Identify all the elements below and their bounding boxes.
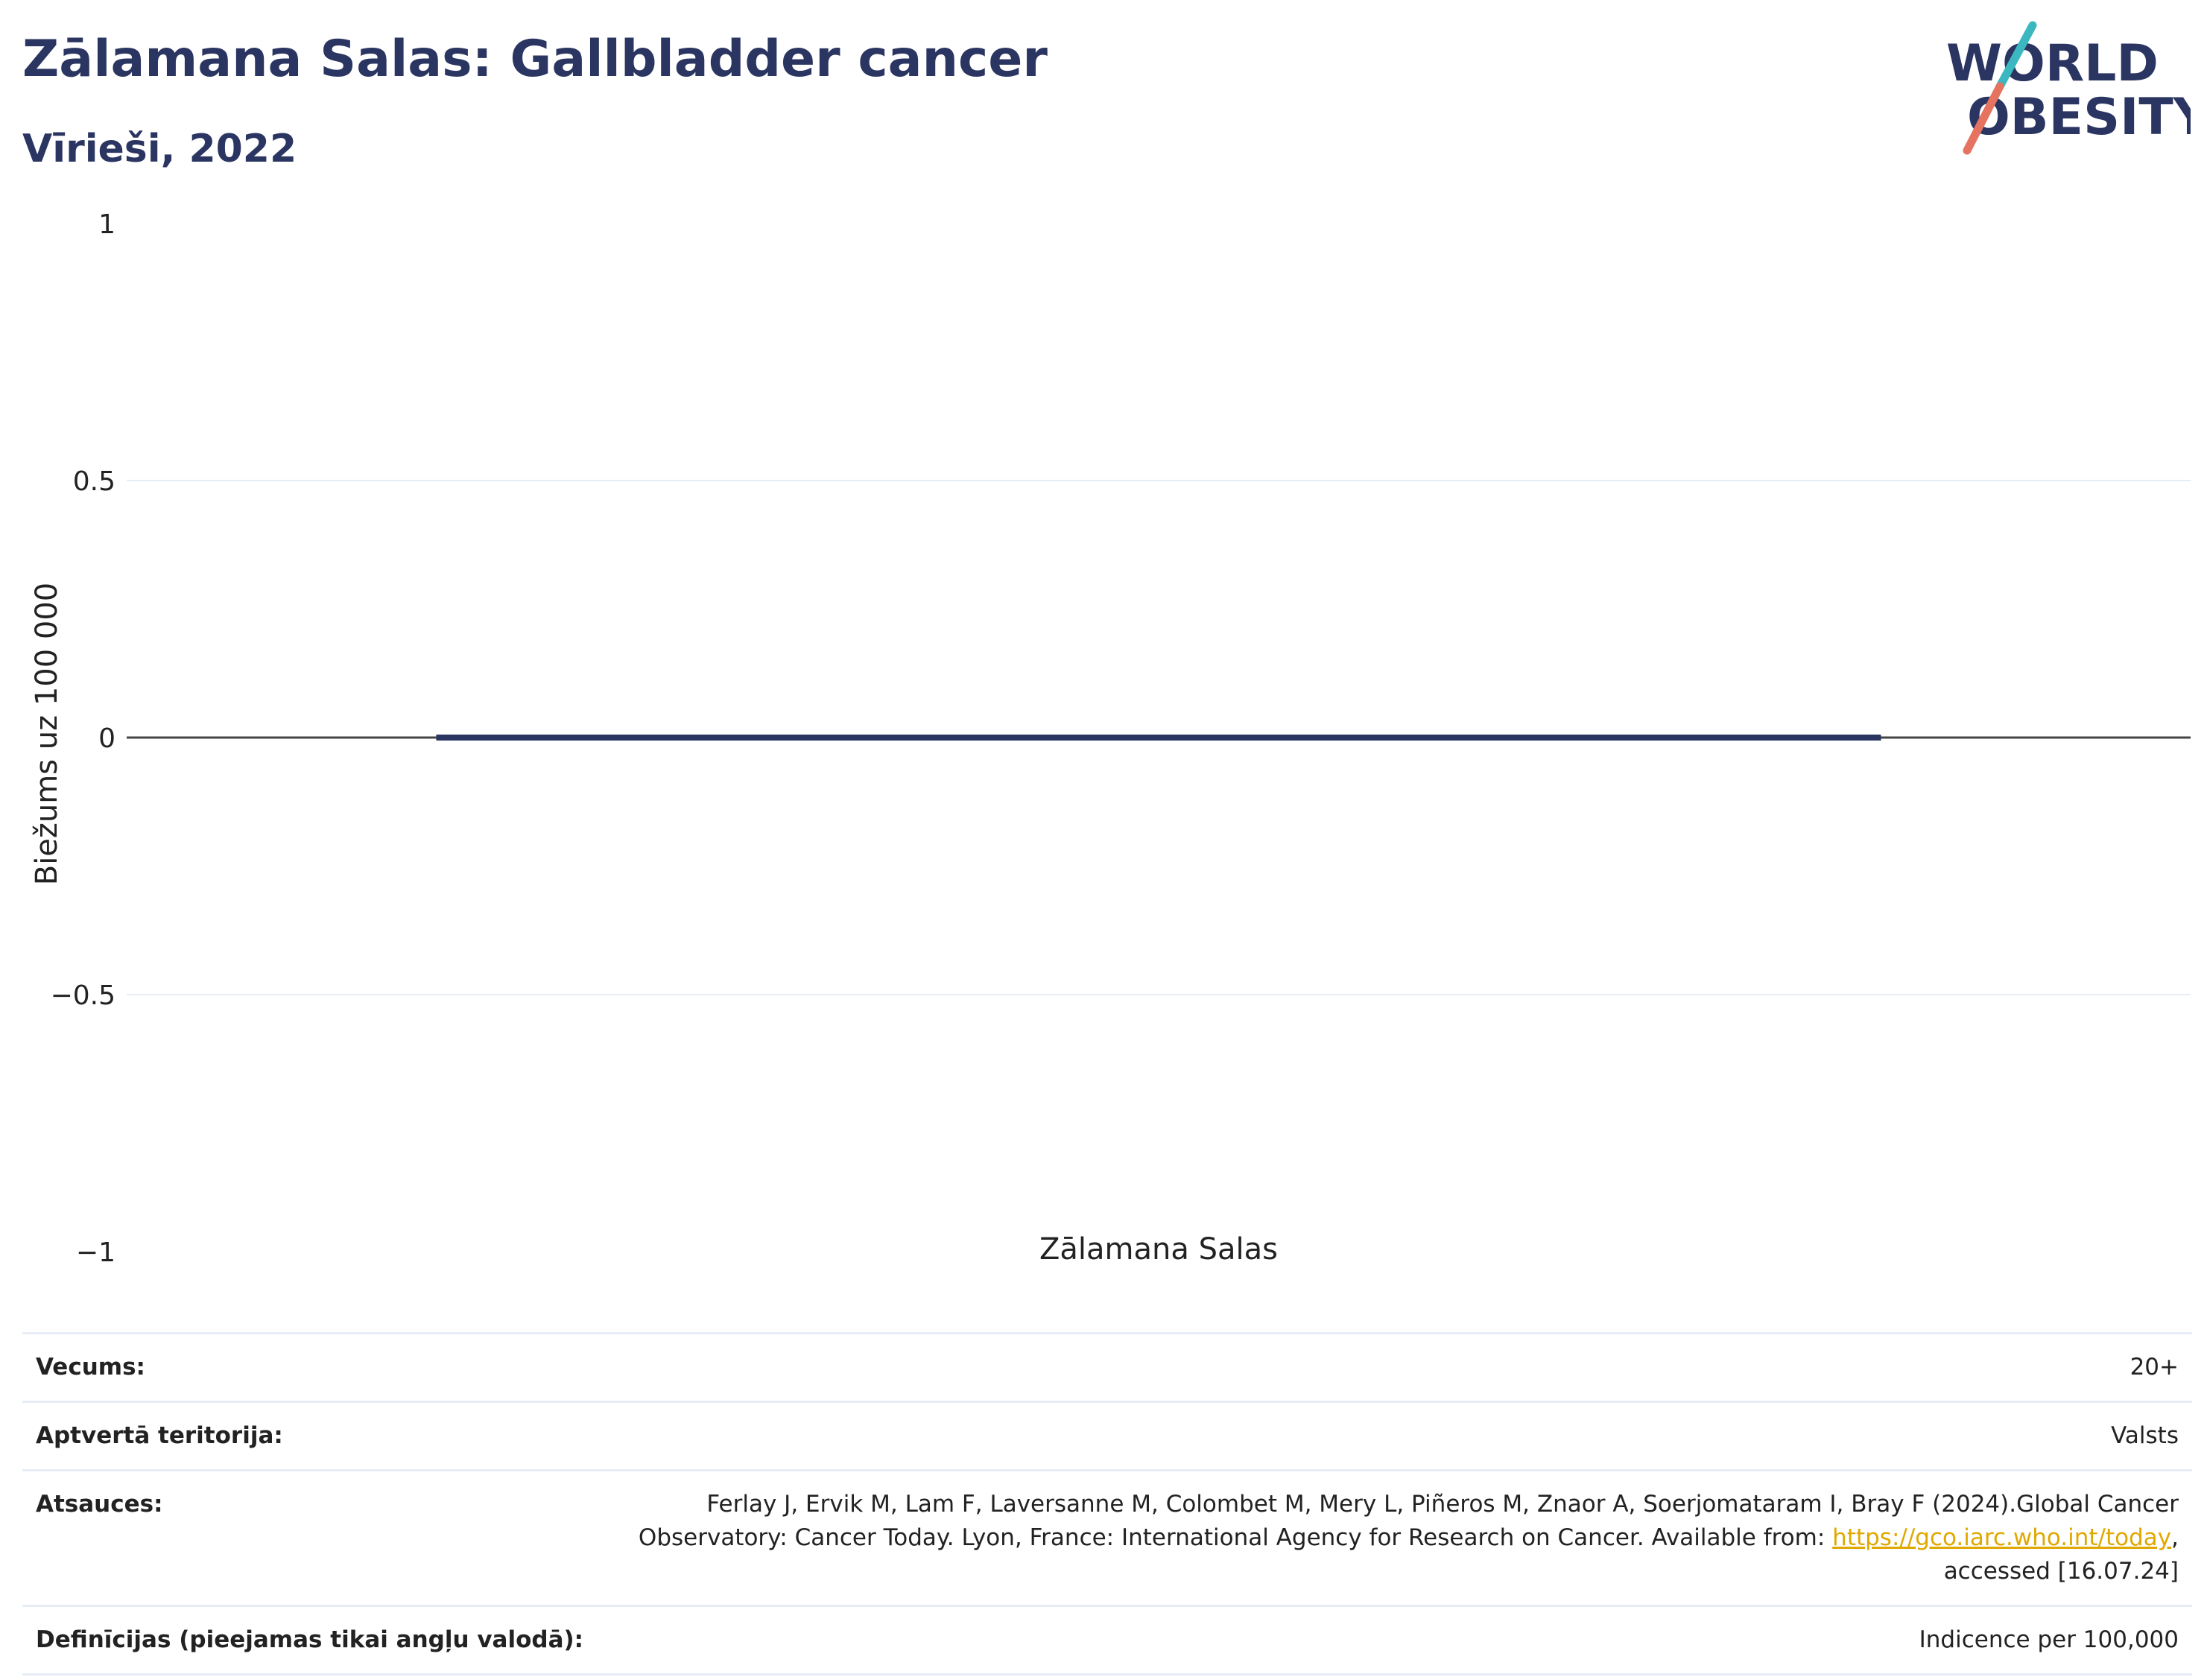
y-tick-label: 1 <box>98 209 115 240</box>
y-tick-label: 0 <box>98 723 115 754</box>
info-value: 20+ <box>2129 1354 2179 1381</box>
info-value-references: Ferlay J, Ervik M, Lam F, Laversanne M, … <box>604 1470 2192 1605</box>
reference-line3: accessed [16.07.24] <box>1943 1557 2179 1585</box>
logo-slash-bottom <box>1963 82 2004 155</box>
bar-chart: 1 0.5 0 −0.5 −1 Zālamana Salas Biežums uz 10… <box>30 209 2191 1268</box>
info-value: Indicence per 100,000 <box>1919 1626 2179 1653</box>
info-row-territory: Aptvertā teritorija: Valsts <box>22 1401 2192 1470</box>
source-link[interactable]: https://gco.iarc.who.int/today <box>1832 1524 2172 1551</box>
info-row-references: Atsauces: Ferlay J, Ervik M, Lam F, Lave… <box>22 1470 2192 1605</box>
info-row-age: Vecums: 20+ <box>22 1333 2192 1402</box>
info-key: Vecums: <box>36 1354 145 1381</box>
reference-line1: Ferlay J, Ervik M, Lam F, Laversanne M, … <box>706 1490 2179 1518</box>
info-table: Vecums: 20+ Aptvertā teritorija: Valsts … <box>22 1332 2192 1676</box>
reference-line2-end: , <box>2171 1524 2179 1551</box>
chart-subtitle: Vīrieši, 2022 <box>22 127 297 171</box>
info-key: Definīcijas (pieejamas tikai angļu valod… <box>36 1626 584 1653</box>
x-axis-ticks: Zālamana Salas <box>1039 1232 1278 1267</box>
info-row-definitions: Definīcijas (pieejamas tikai angļu valod… <box>22 1605 2192 1675</box>
logo-line2: OBESITY <box>1967 88 2191 147</box>
y-tick-label: −1 <box>76 1237 115 1268</box>
y-tick-label: −0.5 <box>51 980 115 1011</box>
x-tick-label: Zālamana Salas <box>1039 1232 1278 1267</box>
bars <box>436 735 1881 741</box>
y-axis-title: Biežums uz 100 000 <box>30 583 64 886</box>
bar[interactable] <box>436 735 1881 741</box>
logo-line1: WORLD <box>1946 34 2159 93</box>
y-axis-ticks: 1 0.5 0 −0.5 −1 <box>51 209 115 1268</box>
info-key: Atsauces: <box>36 1490 163 1518</box>
chart-title: Zālamana Salas: Gallbladder cancer <box>22 30 1048 89</box>
info-key: Aptvertā teritorija: <box>36 1421 283 1449</box>
info-value: Valsts <box>2111 1421 2179 1449</box>
reference-line2: Observatory: Cancer Today. Lyon, France:… <box>638 1524 1833 1551</box>
y-tick-label: 0.5 <box>73 466 115 497</box>
logo-slash-top <box>1995 21 2037 91</box>
world-obesity-logo: WORLD OBESITY <box>1946 21 2191 155</box>
